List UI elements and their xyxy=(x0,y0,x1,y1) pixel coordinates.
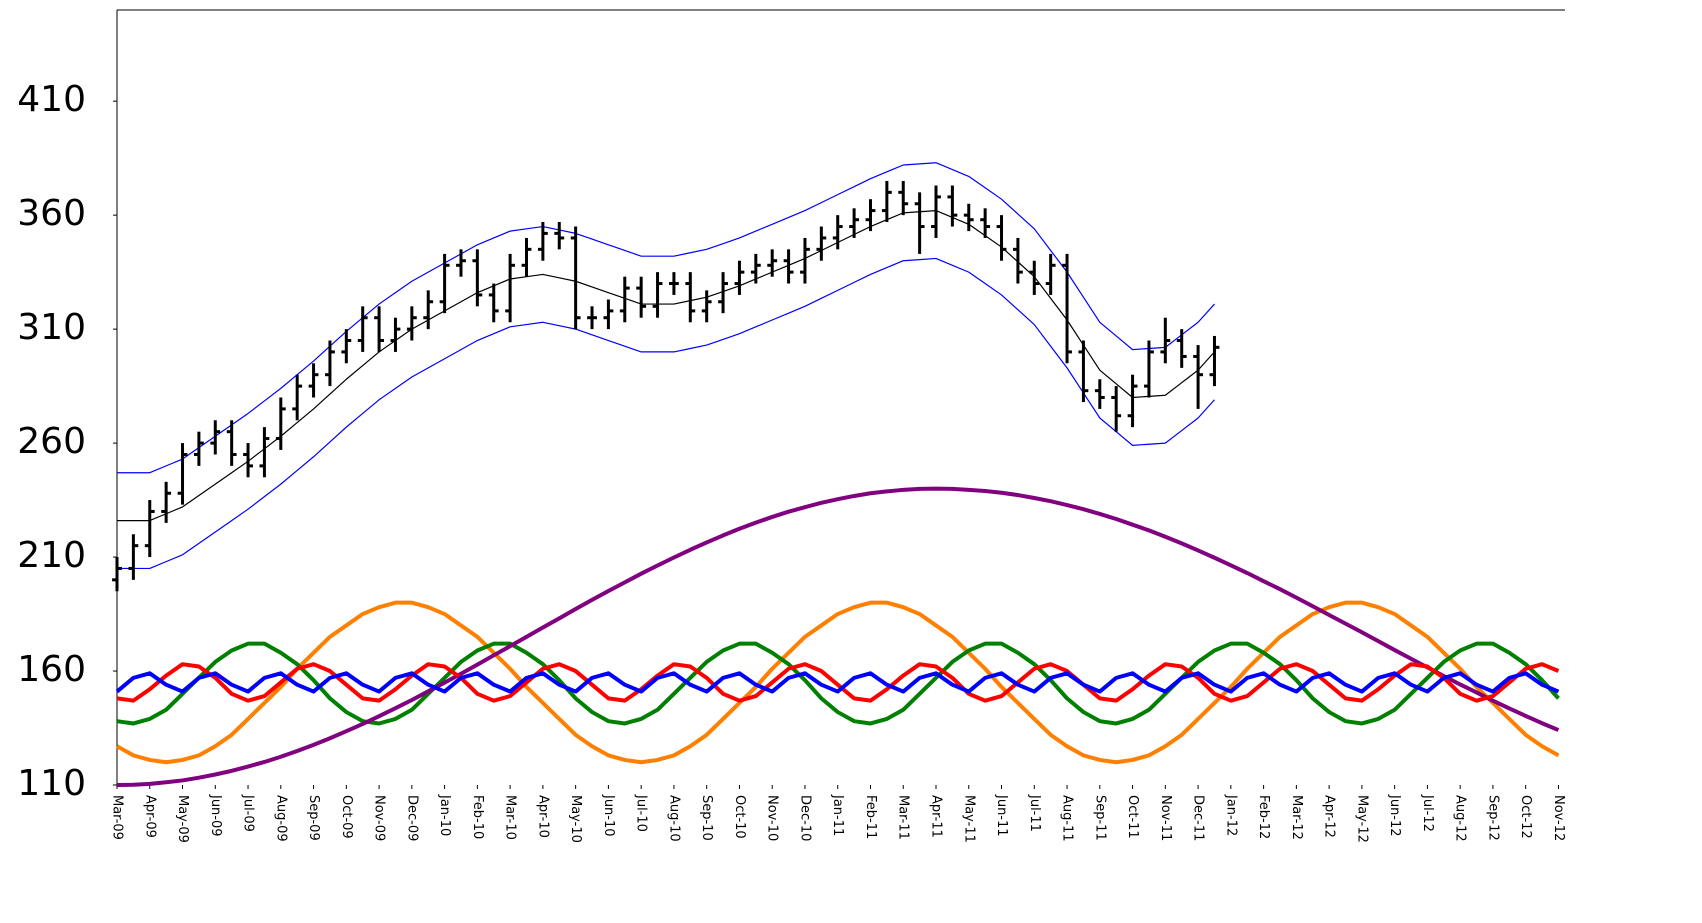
series-line xyxy=(117,209,1215,522)
x-tick-label: Aug-10 xyxy=(666,795,681,842)
series-line xyxy=(116,486,1560,787)
x-tick-label: Jul-12 xyxy=(1420,794,1435,832)
y-tick-label: 260 xyxy=(17,421,86,462)
x-tick-label: Dec-10 xyxy=(797,795,812,841)
x-tick-label: Jun-09 xyxy=(208,794,223,837)
x-tick-label: Sep-12 xyxy=(1485,795,1500,841)
x-tick-label: Nov-10 xyxy=(765,795,780,841)
series-line xyxy=(117,257,1215,570)
x-tick-label: Apr-11 xyxy=(929,795,944,838)
x-tick-label: Feb-12 xyxy=(1256,795,1271,839)
x-tick-label: Sep-09 xyxy=(306,795,321,841)
x-tick-label: May-11 xyxy=(961,795,976,843)
x-tick-label: Oct-12 xyxy=(1518,795,1533,839)
x-tick-label: Mar-12 xyxy=(1289,795,1304,840)
x-tick-label: Dec-11 xyxy=(1191,795,1206,841)
x-tick-label: Mar-10 xyxy=(503,795,518,840)
x-tick-label: Nov-11 xyxy=(1158,795,1173,841)
x-tick-label: Sep-11 xyxy=(1092,795,1107,841)
x-tick-label: Aug-09 xyxy=(273,795,288,842)
ohlc-bars xyxy=(112,180,1220,592)
y-tick-label: 410 xyxy=(17,79,86,120)
y-tick-label: 110 xyxy=(17,763,86,804)
x-tick-label: Jan-10 xyxy=(437,794,452,836)
x-tick-label: Aug-11 xyxy=(1060,795,1075,842)
series-line xyxy=(116,600,1560,765)
y-tick-label: 360 xyxy=(17,193,86,234)
x-tick-label: Jul-09 xyxy=(241,794,256,832)
series-line xyxy=(115,671,1560,694)
x-tick-label: Jun-12 xyxy=(1387,794,1402,837)
x-tick-label: Jan-12 xyxy=(1223,794,1238,836)
x-tick-label: Oct-10 xyxy=(732,795,747,839)
x-tick-label: May-10 xyxy=(568,795,583,843)
x-tick-label: Nov-12 xyxy=(1551,795,1566,841)
x-tick-label: Oct-09 xyxy=(339,795,354,839)
y-tick-label: 160 xyxy=(17,649,86,690)
x-tick-label: Apr-09 xyxy=(142,795,157,838)
x-tick-label: May-09 xyxy=(175,795,190,843)
y-tick-label: 210 xyxy=(17,535,86,576)
x-tick-label: Nov-09 xyxy=(372,795,387,841)
x-tick-label: Dec-09 xyxy=(404,795,419,841)
series-line xyxy=(116,641,1560,726)
x-tick-label: Jul-10 xyxy=(634,794,649,832)
x-tick-label: Apr-12 xyxy=(1322,795,1337,838)
x-tick-label: Feb-10 xyxy=(470,795,485,839)
x-tick-label: Jun-10 xyxy=(601,794,616,837)
x-tick-label: Oct-11 xyxy=(1125,795,1140,839)
x-tick-label: Jul-11 xyxy=(1027,794,1042,832)
series-line xyxy=(117,162,1215,474)
x-tick-label: Aug-12 xyxy=(1453,795,1468,842)
x-tick-label: Mar-09 xyxy=(110,795,125,840)
x-tick-label: Sep-10 xyxy=(699,795,714,841)
x-tick-label: Feb-11 xyxy=(863,795,878,839)
x-tick-label: May-12 xyxy=(1354,795,1369,843)
x-tick-label: Mar-11 xyxy=(896,795,911,840)
x-tick-label: Apr-10 xyxy=(535,795,550,838)
y-tick-label: 310 xyxy=(17,307,86,348)
x-tick-label: Jan-11 xyxy=(830,794,845,836)
x-tick-label: Jun-11 xyxy=(994,794,1009,837)
